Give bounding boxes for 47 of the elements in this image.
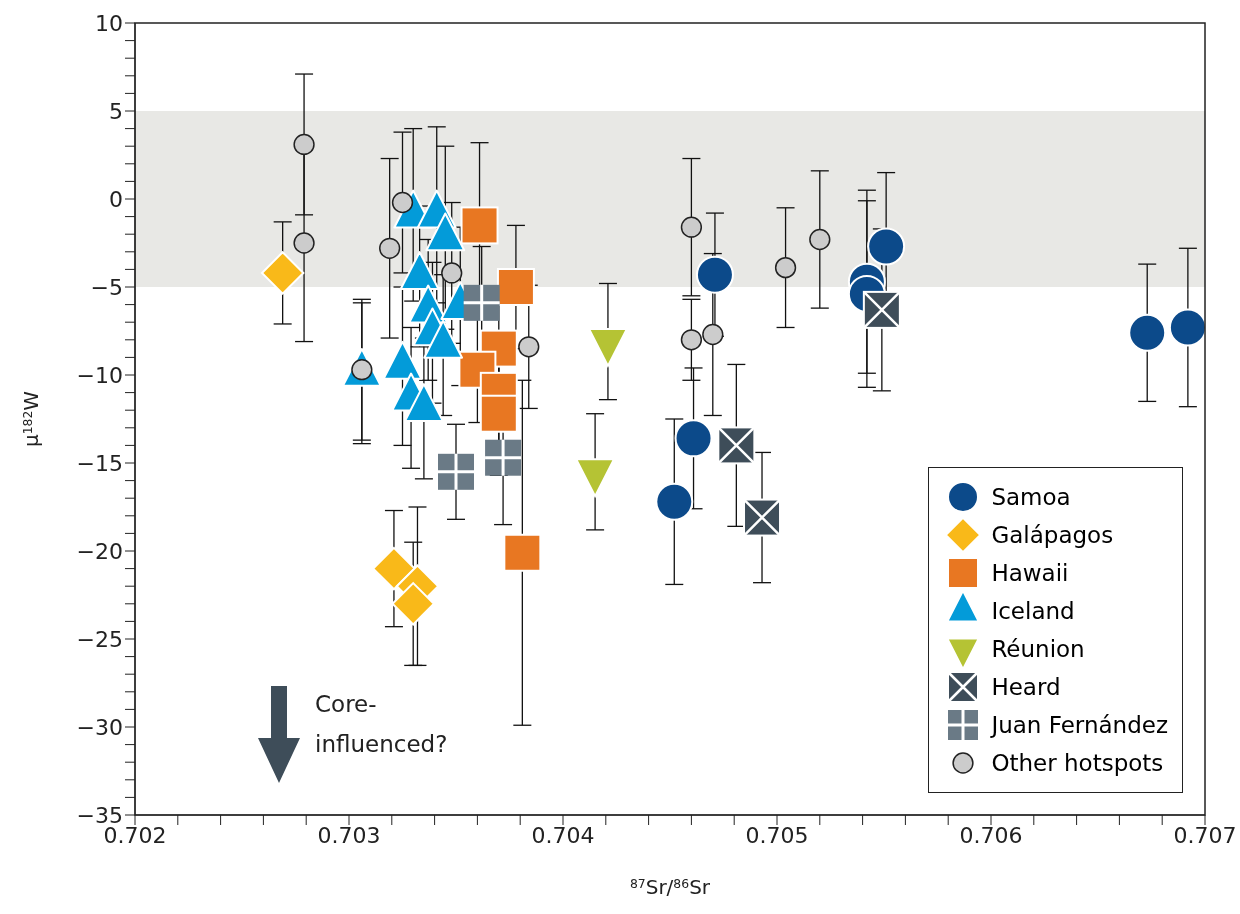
- point: [867, 227, 906, 266]
- y-tick-label: −25: [76, 626, 123, 652]
- x-axis-title: $^{87}$Sr/$^{86}$Sr: [629, 875, 711, 899]
- x-tick-label: 0.706: [959, 822, 1023, 848]
- legend-label: Juan Fernández: [991, 712, 1168, 738]
- point: [460, 206, 499, 245]
- point: [372, 546, 416, 591]
- point: [379, 237, 401, 259]
- point: [809, 228, 831, 251]
- y-tick-label: 0: [109, 186, 123, 212]
- point: [695, 255, 734, 294]
- point: [479, 394, 518, 433]
- point: [441, 262, 463, 284]
- y-tick-label: 5: [109, 98, 123, 124]
- legend-label: Iceland: [991, 598, 1075, 624]
- point: [680, 329, 703, 351]
- x-tick-label: 0.704: [531, 822, 595, 848]
- point: [260, 251, 305, 295]
- legend-label: Réunion: [991, 636, 1085, 662]
- y-tick-label: −20: [76, 538, 123, 564]
- x-tick-label: 0.707: [1173, 822, 1237, 848]
- y-tick-label: 10: [95, 10, 123, 36]
- point: [496, 268, 535, 306]
- legend-label: Other hotspots: [991, 750, 1164, 776]
- point: [1128, 313, 1167, 352]
- legend-label: Heard: [991, 674, 1061, 700]
- x-tick-label: 0.705: [745, 822, 809, 848]
- legend-label: Samoa: [991, 484, 1071, 510]
- y-tick-label: −5: [90, 274, 123, 300]
- point: [680, 216, 703, 238]
- y-tick-label: −30: [76, 714, 123, 740]
- point: [702, 323, 724, 346]
- y-tick-label: −15: [76, 450, 123, 476]
- point: [518, 336, 540, 358]
- legend-label: Galápagos: [991, 522, 1114, 548]
- point: [674, 419, 713, 458]
- point: [503, 533, 542, 572]
- point: [1168, 308, 1205, 347]
- x-tick-label: 0.703: [317, 822, 381, 848]
- annotation: Core- influenced?: [315, 690, 448, 759]
- legend-label: Hawaii: [991, 560, 1069, 586]
- point: [655, 482, 694, 521]
- y-tick-label: −10: [76, 362, 123, 388]
- point: [293, 232, 315, 254]
- point: [774, 256, 797, 279]
- point: [293, 133, 315, 156]
- point: [391, 582, 435, 626]
